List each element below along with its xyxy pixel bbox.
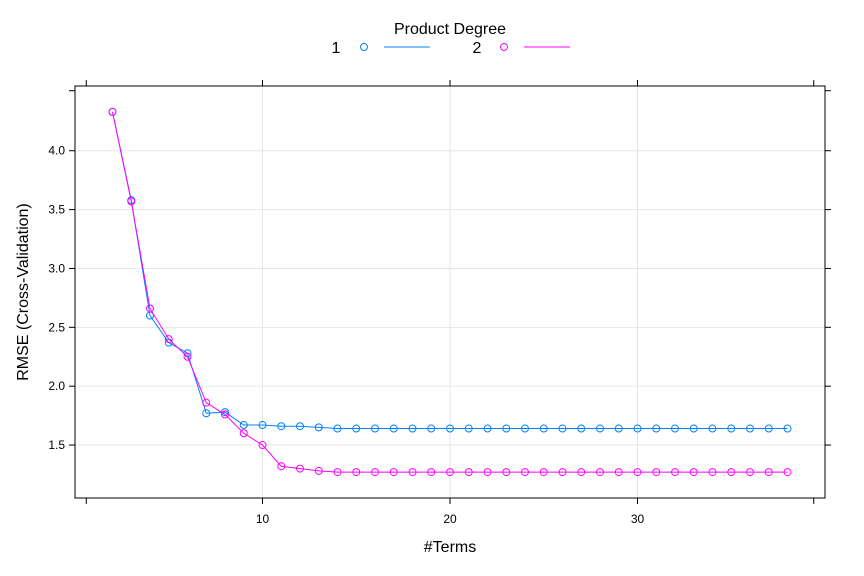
legend-label-series-2: 2 [473,40,482,57]
series-1-point [596,424,604,433]
series-2-point [221,410,229,419]
series-2-point [239,429,248,438]
series-1-point [333,424,342,433]
series-2-point [539,468,548,477]
series-2-point [652,468,661,477]
series-1-point [783,424,792,433]
series-1-point [314,423,323,432]
series-2-point [671,468,679,477]
legend: Product Degree 1 2 [332,21,570,57]
series-2-point [427,468,436,477]
x-axis-label: #Terms [424,539,476,556]
series-1-point [689,424,698,433]
series-1-point [746,424,754,433]
gridlines [75,86,825,498]
series-2-point [596,468,604,477]
series-2-point [577,468,586,477]
series-1-point [558,424,567,433]
legend-title: Product Degree [394,21,506,38]
series-2-point [408,468,417,477]
series-2-point [727,468,736,477]
series-2-point [108,107,117,116]
series-2-point [783,468,792,477]
y-tick-label: 3.0 [48,261,65,275]
series-2-point [389,468,398,477]
x-tick-label: 30 [631,512,645,526]
series-2-point [502,468,511,477]
series-2-point [183,352,192,361]
x-axis-tick-labels: 10 20 30 [256,512,645,526]
series-1-point [764,424,773,433]
series-2-point [746,468,754,477]
series-2-point [521,468,529,477]
y-axis-label: RMSE (Cross-Validation) [15,203,32,381]
series-2-point [633,468,642,477]
y-tick-label: 2.0 [48,379,65,393]
series-2-point [333,468,342,477]
series-1-point [727,424,736,433]
series-1-point [389,424,398,433]
series-2-point [689,468,698,477]
data-series [108,107,792,477]
series-2-point [314,466,323,475]
series-2-point [258,441,267,450]
series-2-point [277,462,286,471]
series-2-point [614,468,623,477]
series-2-point [764,468,773,477]
series-1-point [614,424,623,433]
series-1-point [202,409,211,418]
series-1-point [446,424,454,433]
series-1-point [633,424,642,433]
series-2-line [112,111,788,473]
series-1-point [277,422,286,431]
series-2-point [127,197,136,206]
y-tick-label: 2.5 [48,320,65,334]
series-2-point [483,468,492,477]
legend-marker-series-2 [500,43,508,51]
series-1-point [464,424,473,433]
legend-marker-series-1 [360,43,368,51]
series-1-point [371,424,379,433]
x-tick-label: 20 [443,512,457,526]
series-1-line [112,111,788,430]
x-tick-label: 10 [256,512,270,526]
y-tick-label: 4.0 [48,144,65,158]
series-2-point [352,468,361,477]
series-2-point [202,398,211,407]
series-1-point [239,421,248,430]
y-axis-tick-labels: 1.5 2.0 2.5 3.0 3.5 4.0 [48,144,65,452]
series-1-point [502,424,511,433]
series-2-point [558,468,567,477]
series-1-point [539,424,548,433]
series-1-point [352,424,361,433]
series-2-point [146,304,154,313]
legend-label-series-1: 1 [332,40,341,57]
y-tick-label: 3.5 [48,203,65,217]
series-1-point [671,424,679,433]
series-1-point [652,424,661,433]
axis-ticks [69,80,831,504]
series-2-point [464,468,473,477]
series-2-point [371,468,379,477]
y-tick-label: 1.5 [48,438,65,452]
series-1-point [296,422,304,431]
series-2-point [446,468,454,477]
series-2-point [164,335,173,344]
series-1-point [258,421,267,430]
series-2-point [708,468,717,477]
series-1-point [577,424,586,433]
series-1-point [408,424,417,433]
series-1-point [483,424,492,433]
series-1-point [708,424,717,433]
series-1-point [521,424,529,433]
series-2-point [296,464,304,473]
series-1-point [427,424,436,433]
